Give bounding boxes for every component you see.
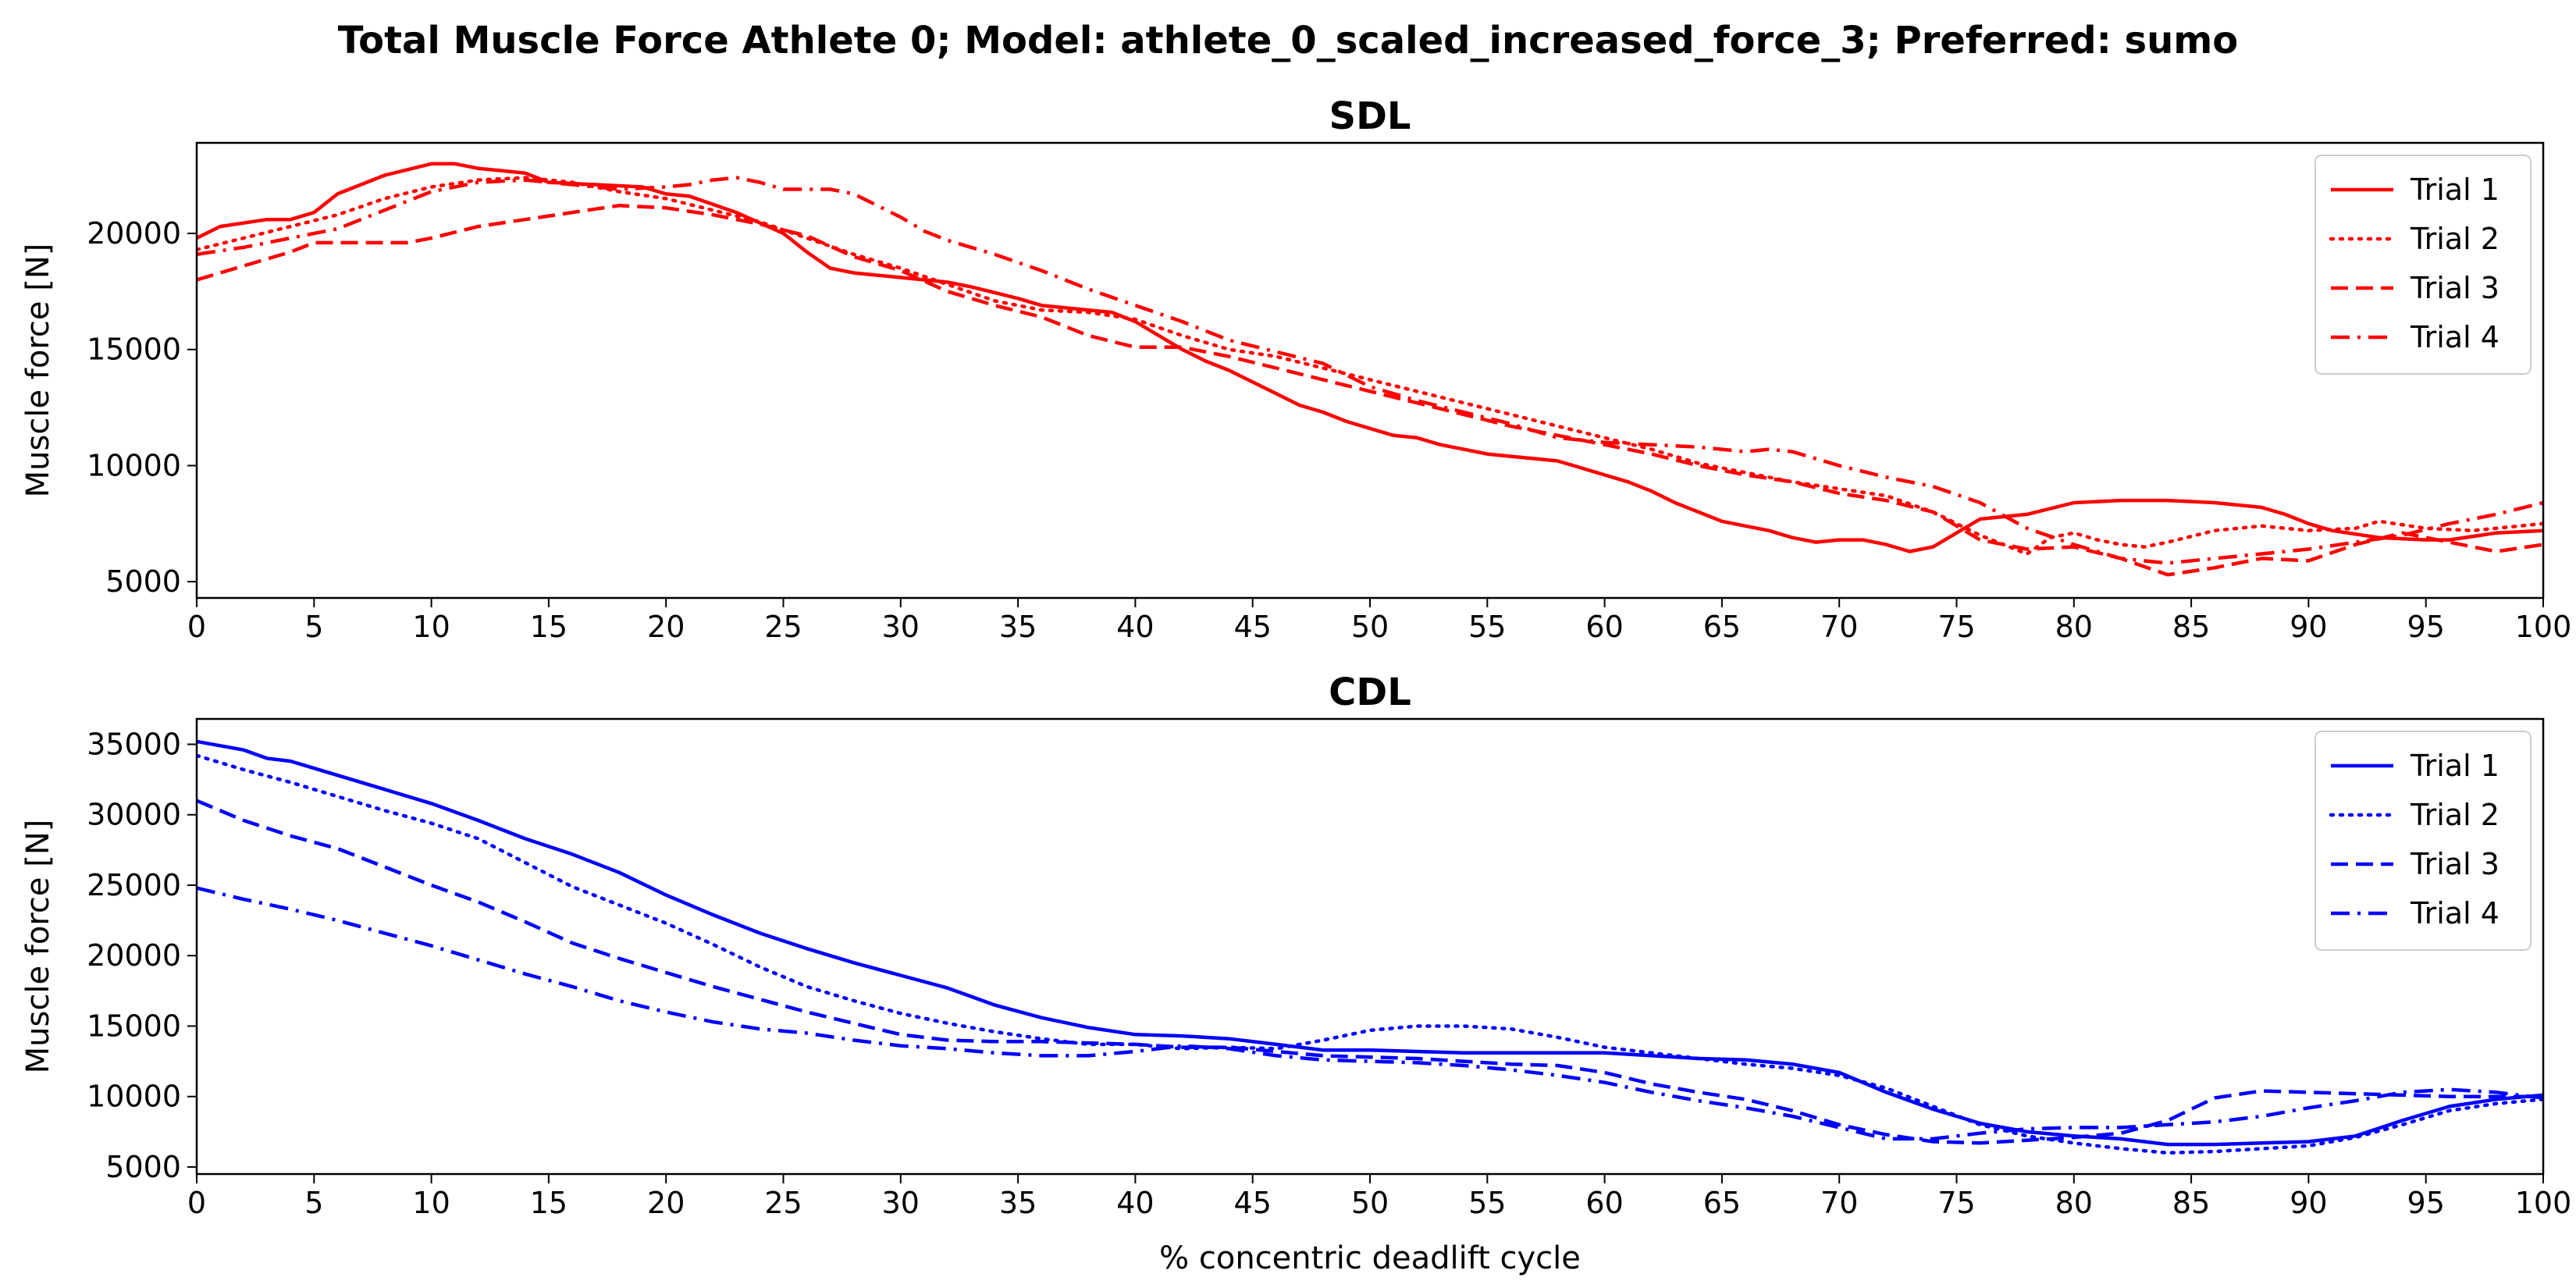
axes-frame <box>195 141 2545 600</box>
y-tick-label: 15000 <box>87 1009 181 1043</box>
series-line-trial-2 <box>197 176 2543 556</box>
series-line-trial-1 <box>197 739 2543 1147</box>
x-tick-label: 60 <box>1585 1186 1623 1220</box>
y-tick-label: 35000 <box>87 727 181 761</box>
x-tick-label: 20 <box>647 1186 685 1220</box>
x-tick-label: 65 <box>1703 610 1741 644</box>
x-tick-label: 15 <box>530 1186 568 1220</box>
x-tick-label: 20 <box>647 610 685 644</box>
x-tick-label: 60 <box>1585 610 1623 644</box>
x-tick-label: 80 <box>2055 610 2093 644</box>
x-tick-label: 15 <box>530 610 568 644</box>
panel-title: SDL <box>1329 94 1411 138</box>
x-tick-label: 85 <box>2172 1186 2210 1220</box>
x-tick-label: 35 <box>999 610 1037 644</box>
series-line-trial-4 <box>197 886 2543 1141</box>
legend-entry: Trial 3 <box>2410 271 2500 305</box>
y-axis-label: Muscle force [N] <box>20 244 56 498</box>
x-tick-label: 100 <box>2515 610 2572 644</box>
series-line-trial-2 <box>197 753 2543 1155</box>
x-tick-label: 40 <box>1116 1186 1154 1220</box>
y-tick-label: 20000 <box>87 938 181 973</box>
legend-box <box>2314 155 2532 375</box>
sdl-panel: SDL 0 5 10 15 20 25 30 35 40 45 50 55 60 65 70 75 80 85 90 9… <box>20 94 2571 644</box>
x-tick-label: 25 <box>764 610 802 644</box>
series-group <box>197 739 2543 1155</box>
y-tick-label: 10000 <box>87 1080 181 1114</box>
x-tick-label: 90 <box>2290 610 2327 644</box>
legend-entry: Trial 3 <box>2410 847 2500 881</box>
x-tick-label: 55 <box>1468 1186 1506 1220</box>
x-tick-label: 95 <box>2407 1186 2445 1220</box>
figure-title: Total Muscle Force Athlete 0; Model: ath… <box>338 19 2239 62</box>
legend-box <box>2314 731 2532 951</box>
series-line-trial-3 <box>197 204 2543 577</box>
x-tick-label: 10 <box>412 1186 450 1220</box>
x-tick-label: 30 <box>882 1186 920 1220</box>
legend-entry: Trial 1 <box>2410 173 2500 207</box>
cdl-panel: CDL 0 5 10 15 20 25 30 35 40 45 50 55 60 65 70 75 80 85 90 9… <box>20 671 2571 1276</box>
x-tick-label: 0 <box>187 1186 206 1220</box>
axes-frame <box>195 717 2545 1176</box>
x-tick-label: 80 <box>2055 1186 2093 1220</box>
legend-entry: Trial 2 <box>2410 222 2500 256</box>
y-tick-label: 5000 <box>105 564 181 599</box>
x-tick-label: 70 <box>1820 610 1858 644</box>
x-tick-label: 90 <box>2290 1186 2327 1220</box>
x-tick-label: 5 <box>304 1186 323 1220</box>
y-tick-label: 25000 <box>87 868 181 902</box>
series-line-trial-1 <box>197 162 2543 553</box>
y-tick-label: 30000 <box>87 798 181 832</box>
x-tick-label: 65 <box>1703 1186 1741 1220</box>
x-tick-label: 50 <box>1351 610 1389 644</box>
x-tick-label: 25 <box>764 1186 802 1220</box>
x-tick-label: 10 <box>412 610 450 644</box>
x-tick-label: 45 <box>1234 1186 1272 1220</box>
x-tick-label: 100 <box>2515 1186 2572 1220</box>
x-axis-label: % concentric deadlift cycle <box>1159 1240 1581 1276</box>
x-tick-label: 5 <box>304 610 323 644</box>
legend-entry: Trial 4 <box>2410 896 2500 930</box>
panel-title: CDL <box>1329 671 1411 714</box>
x-tick-label: 95 <box>2407 610 2445 644</box>
legend-entry: Trial 1 <box>2410 749 2500 783</box>
legend-entry: Trial 2 <box>2410 798 2500 832</box>
y-tick-label: 10000 <box>87 448 181 482</box>
x-tick-label: 75 <box>1937 1186 1975 1220</box>
y-tick-label: 5000 <box>105 1150 181 1184</box>
y-tick-label: 15000 <box>87 333 181 367</box>
x-tick-label: 35 <box>999 1186 1037 1220</box>
y-axis-label: Muscle force [N] <box>20 820 56 1074</box>
legend: Trial 1 Trial 2 Trial 3 Trial 4 <box>2314 731 2532 951</box>
x-tick-label: 85 <box>2172 610 2210 644</box>
legend-entry: Trial 4 <box>2410 320 2500 354</box>
x-tick-label: 30 <box>882 610 920 644</box>
x-tick-label: 75 <box>1937 610 1975 644</box>
x-tick-label: 40 <box>1116 610 1154 644</box>
x-tick-label: 55 <box>1468 610 1506 644</box>
series-line-trial-4 <box>197 176 2543 565</box>
x-tick-label: 50 <box>1351 1186 1389 1220</box>
y-tick-label: 20000 <box>87 216 181 251</box>
x-tick-label: 70 <box>1820 1186 1858 1220</box>
legend: Trial 1 Trial 2 Trial 3 Trial 4 <box>2314 155 2532 375</box>
x-tick-label: 0 <box>187 610 206 644</box>
series-line-trial-3 <box>197 799 2543 1145</box>
series-group <box>197 162 2543 577</box>
x-tick-label: 45 <box>1234 610 1272 644</box>
